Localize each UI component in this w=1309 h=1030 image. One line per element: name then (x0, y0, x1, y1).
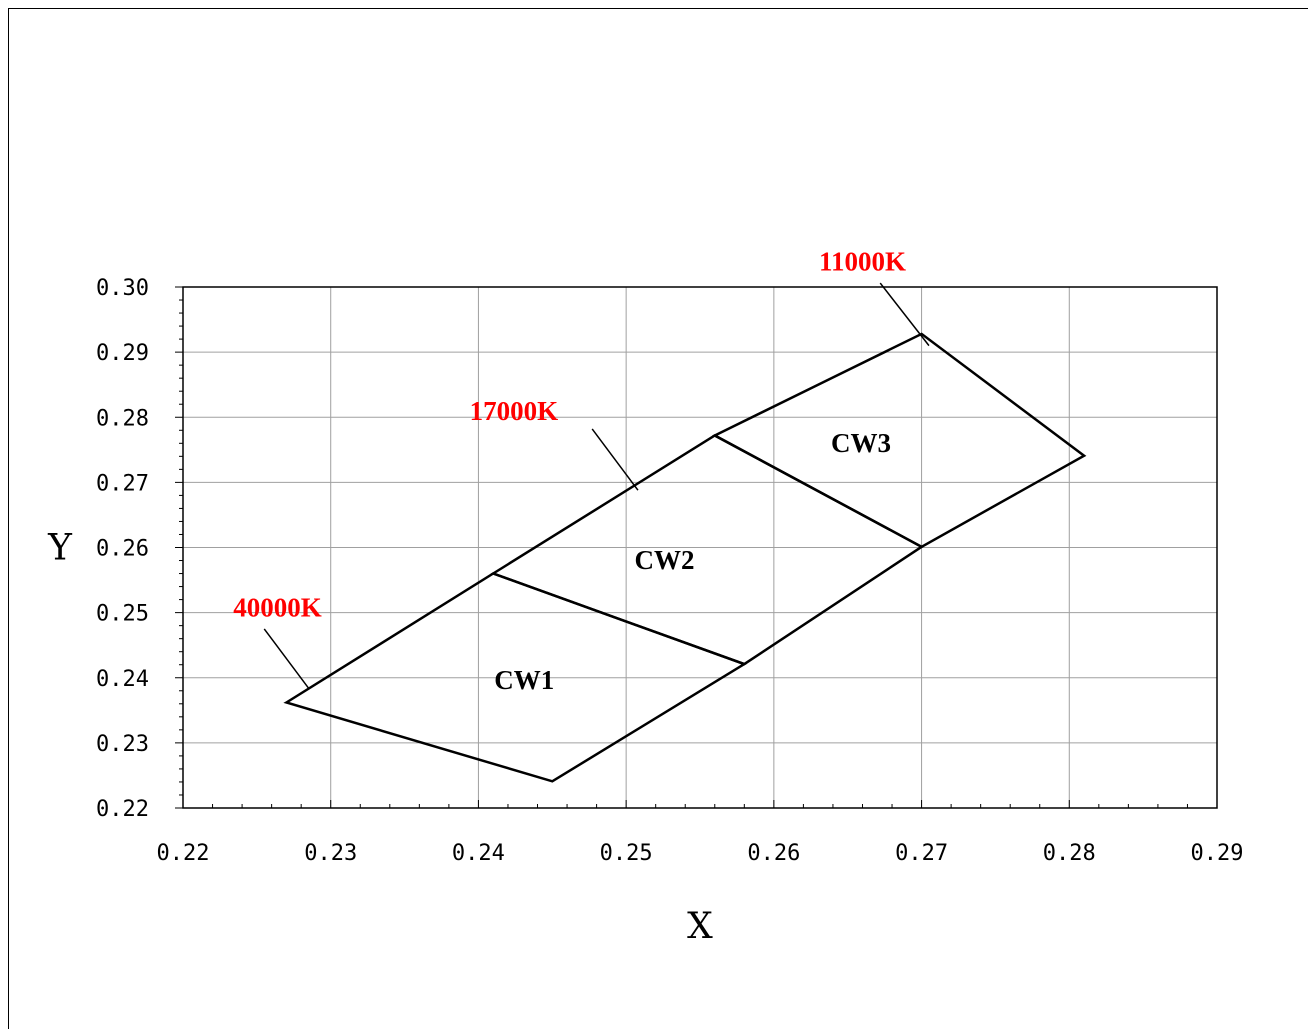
x-tick-label: 0.28 (1043, 841, 1096, 866)
y-tick-label: 0.25 (96, 602, 149, 627)
y-tick-label: 0.27 (96, 471, 149, 496)
x-axis-title: X (687, 906, 713, 947)
grid (183, 287, 1217, 808)
region-cw3-outline (712, 332, 1087, 549)
x-tick-label: 0.27 (895, 841, 948, 866)
y-tick-label: 0.23 (96, 732, 149, 757)
axes: 0.22 0.23 0.24 0.25 0.26 0.27 0.28 0.29 0.22 0.23… (96, 276, 1243, 866)
y-tick-label: 0.22 (96, 797, 149, 822)
annotation-label-17000k: 17000K (470, 396, 559, 426)
region-cw3-label: CW3 (831, 428, 891, 458)
y-tick-label: 0.26 (96, 537, 149, 562)
chart-frame (8, 8, 1308, 1029)
annotations: 40000K 17000K 11000K (233, 247, 930, 689)
x-tick-label: 0.22 (157, 841, 210, 866)
region-cw1-label: CW1 (494, 665, 554, 695)
x-tick-label: 0.26 (747, 841, 800, 866)
x-tick-label: 0.24 (452, 841, 505, 866)
y-axis-title: Y (47, 528, 73, 569)
y-tick-label: 0.29 (96, 341, 149, 366)
annotation-leader-line (879, 282, 930, 347)
region-cw2-outline (490, 434, 925, 666)
annotation-leader-line (263, 628, 310, 689)
x-tick-label: 0.29 (1191, 841, 1244, 866)
x-tick-label: 0.25 (600, 841, 653, 866)
annotation-leader-line (591, 428, 639, 491)
annotation-label-11000k: 11000K (819, 247, 906, 277)
x-tick-label: 0.23 (304, 841, 357, 866)
region-cw2-label: CW2 (635, 545, 695, 575)
annotation-label-40000k: 40000K (233, 593, 322, 623)
regions: CW1 CW2 CW3 (283, 332, 1087, 783)
y-tick-label: 0.28 (96, 406, 149, 431)
y-tick-label: 0.30 (96, 276, 149, 301)
y-tick-label: 0.24 (96, 667, 149, 692)
